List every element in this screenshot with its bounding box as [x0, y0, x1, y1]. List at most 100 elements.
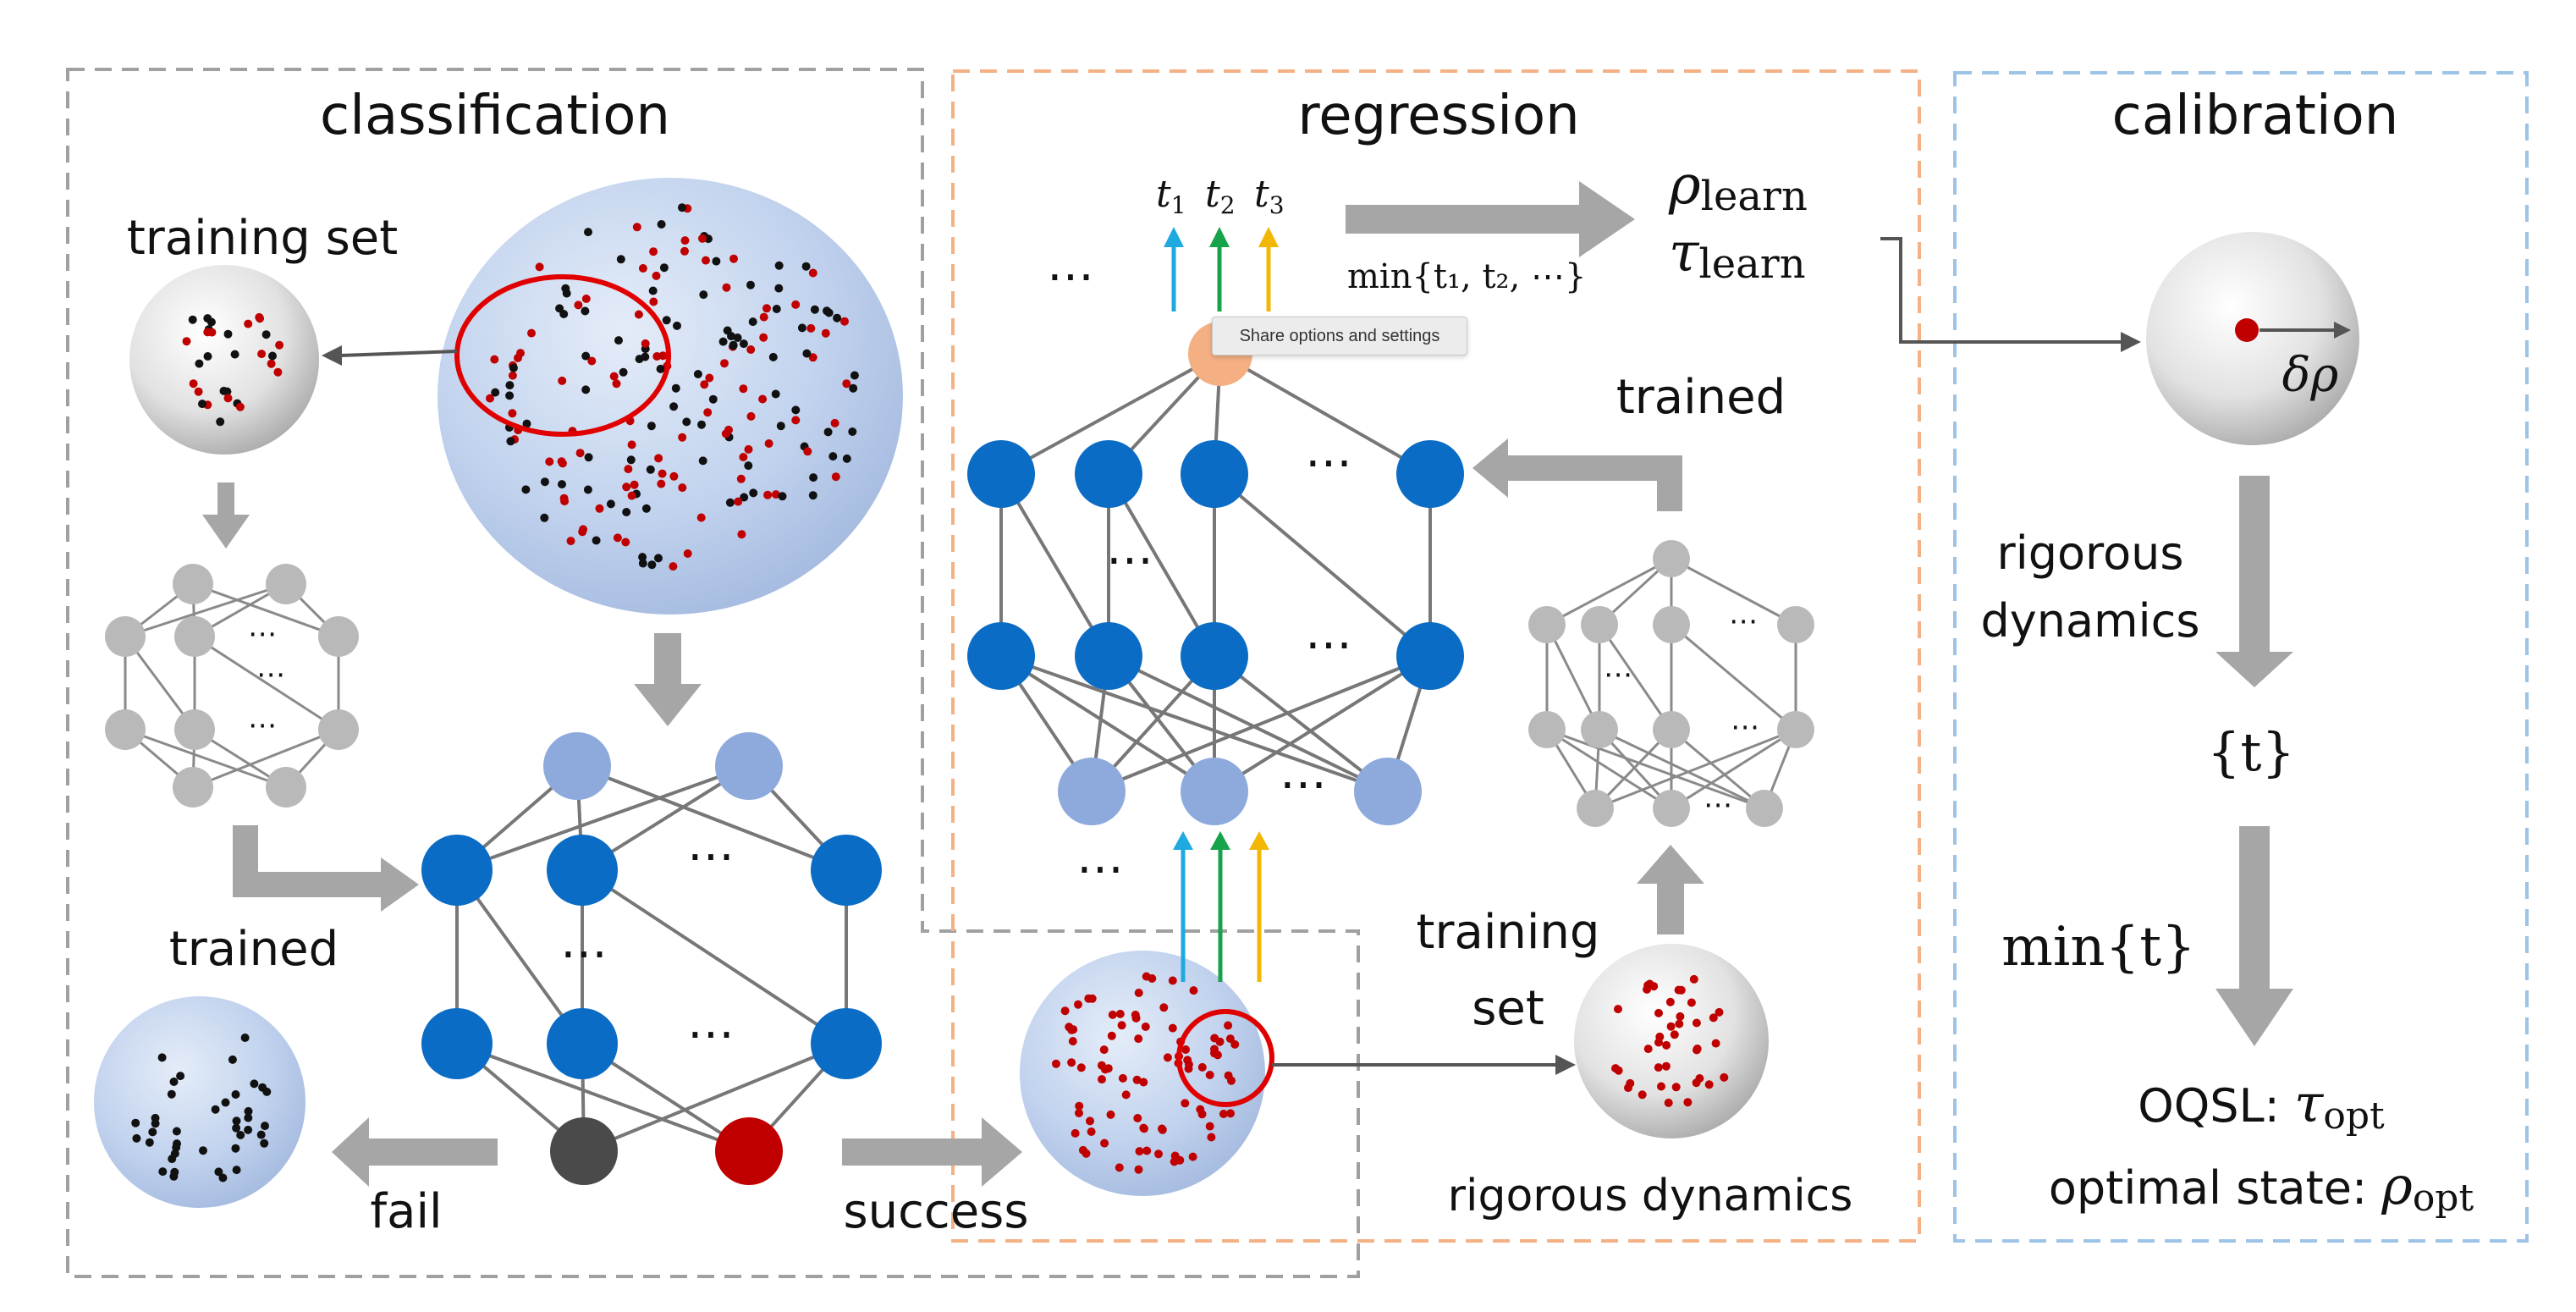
data-point	[842, 379, 851, 389]
data-point	[506, 437, 515, 446]
data-point	[167, 1089, 176, 1099]
data-point	[170, 1167, 179, 1177]
tau-learn-symbol: τ	[1669, 222, 1700, 284]
data-point	[1100, 1138, 1109, 1148]
data-point	[669, 562, 678, 571]
data-point	[734, 497, 743, 506]
data-point	[1108, 1010, 1117, 1019]
data-point	[704, 234, 713, 244]
data-point	[132, 1133, 141, 1143]
data-point	[768, 352, 778, 361]
data-point	[268, 351, 277, 361]
data-point	[652, 271, 661, 280]
data-point	[748, 317, 757, 327]
network-node	[1577, 790, 1614, 827]
data-point	[646, 465, 655, 474]
data-point	[1205, 1122, 1214, 1131]
data-point	[1068, 1037, 1077, 1046]
data-point	[198, 400, 206, 409]
training-set-disk	[129, 265, 319, 455]
data-point	[1140, 1124, 1148, 1133]
data-point	[1692, 1018, 1701, 1028]
network-node	[266, 767, 306, 808]
data-point	[1139, 1078, 1148, 1087]
data-point	[581, 385, 591, 394]
data-point	[1675, 1019, 1684, 1028]
ellipsis: ⋯	[1729, 604, 1758, 638]
data-point	[566, 537, 575, 546]
data-point	[1142, 1146, 1152, 1155]
data-point	[1654, 1063, 1663, 1072]
data-point	[231, 1090, 240, 1099]
svg-text:t1: t1	[1156, 173, 1186, 219]
ellipsis: ⋯	[687, 1006, 735, 1061]
data-point	[626, 455, 636, 465]
learn-arrow	[1346, 181, 1635, 257]
delta-rho-label: δρ	[2282, 348, 2339, 403]
data-point	[261, 330, 271, 339]
data-point	[673, 321, 681, 330]
min-t-calibration: min{t}	[2001, 916, 2196, 978]
data-point	[1643, 1045, 1653, 1054]
data-point	[621, 537, 630, 547]
svg-text:ρlearn: ρlearn	[1668, 154, 1808, 220]
t1-sub: 1	[1171, 191, 1186, 219]
data-point	[696, 513, 706, 522]
input-node	[1058, 758, 1126, 825]
data-point	[1115, 1163, 1124, 1172]
data-point	[232, 1116, 241, 1126]
data-point	[828, 452, 838, 461]
network-node	[1581, 606, 1618, 643]
data-point	[771, 389, 780, 399]
data-point	[746, 345, 756, 354]
data-point	[1052, 1059, 1060, 1068]
success-arrow	[842, 1117, 1022, 1187]
data-point	[261, 1122, 269, 1131]
data-point	[848, 427, 857, 436]
data-point	[654, 454, 663, 463]
data-point	[540, 513, 549, 522]
data-point	[1069, 1025, 1078, 1034]
data-point	[762, 304, 771, 313]
data-point	[1657, 1082, 1665, 1091]
training-label-line2: set	[1472, 981, 1544, 1036]
success-output-node	[715, 1117, 783, 1185]
regression-title: regression	[1297, 85, 1579, 147]
data-point	[1676, 1012, 1685, 1021]
data-point	[557, 457, 566, 466]
data-point	[1087, 1127, 1096, 1136]
data-point	[657, 479, 666, 488]
data-point	[739, 453, 748, 461]
regression-training-set-disk	[1574, 944, 1769, 1138]
hidden-node	[1181, 440, 1248, 508]
data-point	[194, 387, 203, 396]
share-options-tooltip: Share options and settings	[1212, 317, 1467, 356]
data-point	[737, 530, 746, 539]
data-point	[1614, 1066, 1623, 1075]
data-point	[1666, 1022, 1676, 1031]
data-point	[1086, 1116, 1094, 1126]
data-point	[1134, 989, 1143, 997]
data-point	[739, 339, 748, 349]
min-t-label: min{t₁, t₂, ⋯}	[1347, 257, 1586, 296]
data-point	[581, 351, 591, 361]
data-point	[1683, 1098, 1693, 1107]
data-point	[627, 491, 636, 500]
data-point	[698, 234, 707, 243]
data-point	[729, 341, 738, 350]
data-point	[1071, 1128, 1080, 1138]
data-point	[614, 336, 623, 345]
data-point	[746, 411, 756, 421]
data-point	[1614, 1005, 1622, 1014]
data-point	[1074, 1000, 1082, 1009]
data-point	[1132, 1075, 1142, 1084]
data-point	[1168, 1023, 1177, 1033]
data-point	[505, 381, 515, 390]
data-point	[1134, 1034, 1143, 1044]
data-point	[240, 1034, 250, 1042]
ellipsis: ⋯	[560, 926, 608, 981]
t3-sub: 3	[1269, 191, 1285, 219]
svg-text:optimal state: ρopt: optimal state: ρopt	[2049, 1155, 2474, 1220]
data-point	[725, 498, 735, 507]
fail-arrow	[332, 1117, 498, 1187]
